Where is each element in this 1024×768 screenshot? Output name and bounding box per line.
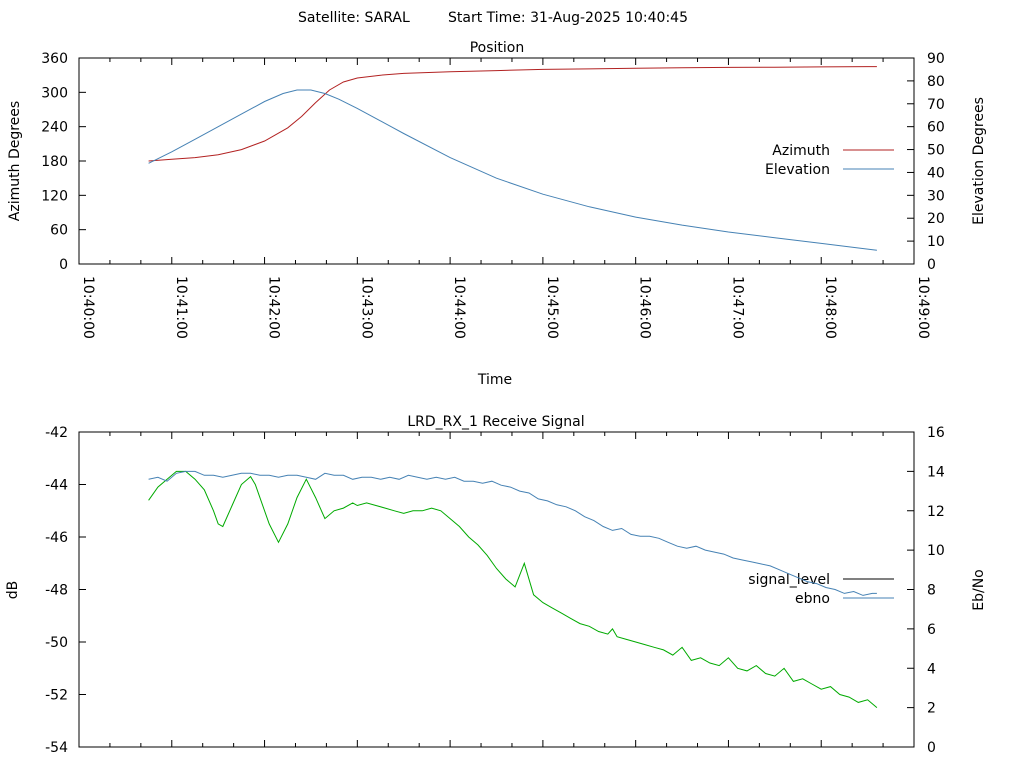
y-tick-label: -54	[45, 740, 68, 756]
y2-tick-label: 2	[927, 701, 936, 717]
x-tick-label: 10:43:00	[358, 276, 374, 339]
x-tick-label: 10:45:00	[544, 276, 560, 339]
legend-label: ebno	[795, 591, 830, 607]
y2-tick-label: 10	[927, 234, 945, 250]
x-tick-label: 10:47:00	[729, 276, 745, 339]
position-y2-axis-label: Elevation Degrees	[971, 97, 987, 225]
x-tick-label: 10:41:00	[173, 276, 189, 339]
series-line-azimuth	[148, 66, 877, 162]
y-tick-label: -42	[45, 425, 68, 441]
x-tick-label: 10:40:00	[80, 276, 96, 339]
legend-label: Elevation	[765, 162, 830, 178]
series-line-elevation	[148, 89, 877, 251]
x-tick-label: 10:44:00	[451, 276, 467, 339]
y2-tick-label: 8	[927, 583, 936, 599]
plot-frame	[78, 431, 915, 748]
satellite-label: Satellite: SARAL	[298, 10, 410, 26]
position-x-axis-label: Time	[477, 372, 512, 388]
y2-tick-label: 90	[927, 51, 945, 67]
y2-tick-label: 70	[927, 97, 945, 113]
y2-tick-label: 30	[927, 188, 945, 204]
y2-tick-label: 12	[927, 504, 945, 520]
position-y-axis-label: Azimuth Degrees	[7, 101, 23, 221]
x-tick-label: 10:42:00	[266, 276, 282, 339]
position-plot: 10:40:00 10:41:00 10:42:00 10:43:00 10:44:00…	[41, 51, 945, 339]
y-tick-label: 120	[41, 188, 68, 204]
legend-label: Azimuth	[772, 143, 830, 159]
y-tick-label: -50	[45, 635, 68, 651]
y-tick-label: 0	[59, 257, 68, 273]
y2-tick-label: 16	[927, 425, 945, 441]
y2-tick-label: 14	[927, 464, 945, 480]
y-tick-label: 300	[41, 85, 68, 101]
signal-y-axis-label: dB	[5, 581, 21, 600]
signal-plot: -54 -52 -50 -48 -46 -44 -42 0 2 4 6 8 10 12 14 16 signal…	[45, 425, 945, 756]
y-tick-label: -44	[45, 478, 68, 494]
plot-frame	[78, 57, 915, 265]
signal-y2-axis-label: Eb/No	[971, 569, 987, 611]
y2-tick-label: 0	[927, 740, 936, 756]
x-tick-label: 10:46:00	[637, 276, 653, 339]
x-tick-label: 10:49:00	[915, 276, 931, 339]
y-tick-label: -52	[45, 688, 68, 704]
y2-tick-label: 0	[927, 257, 936, 273]
start-time-label: Start Time: 31-Aug-2025 10:40:45	[448, 10, 688, 26]
legend-label: signal_level	[748, 572, 830, 588]
y2-tick-label: 40	[927, 165, 945, 181]
y2-tick-label: 20	[927, 211, 945, 227]
y2-tick-label: 4	[927, 661, 936, 677]
y-tick-label: 180	[41, 154, 68, 170]
y2-tick-label: 50	[927, 143, 945, 159]
y-tick-label: 360	[41, 51, 68, 67]
y2-tick-label: 80	[927, 74, 945, 90]
y-tick-label: -46	[45, 530, 68, 546]
position-chart-title: Position	[470, 40, 525, 56]
y-tick-label: 60	[50, 223, 68, 239]
series-line-signal-level	[148, 470, 878, 708]
y2-tick-label: 60	[927, 120, 945, 136]
y2-tick-label: 10	[927, 543, 945, 559]
y2-tick-label: 6	[927, 622, 936, 638]
signal-chart-title: LRD_RX_1 Receive Signal	[407, 414, 584, 430]
series-line-ebno	[148, 470, 877, 596]
y-tick-label: 240	[41, 120, 68, 136]
x-tick-label: 10:48:00	[822, 276, 838, 339]
y-tick-label: -48	[45, 583, 68, 599]
